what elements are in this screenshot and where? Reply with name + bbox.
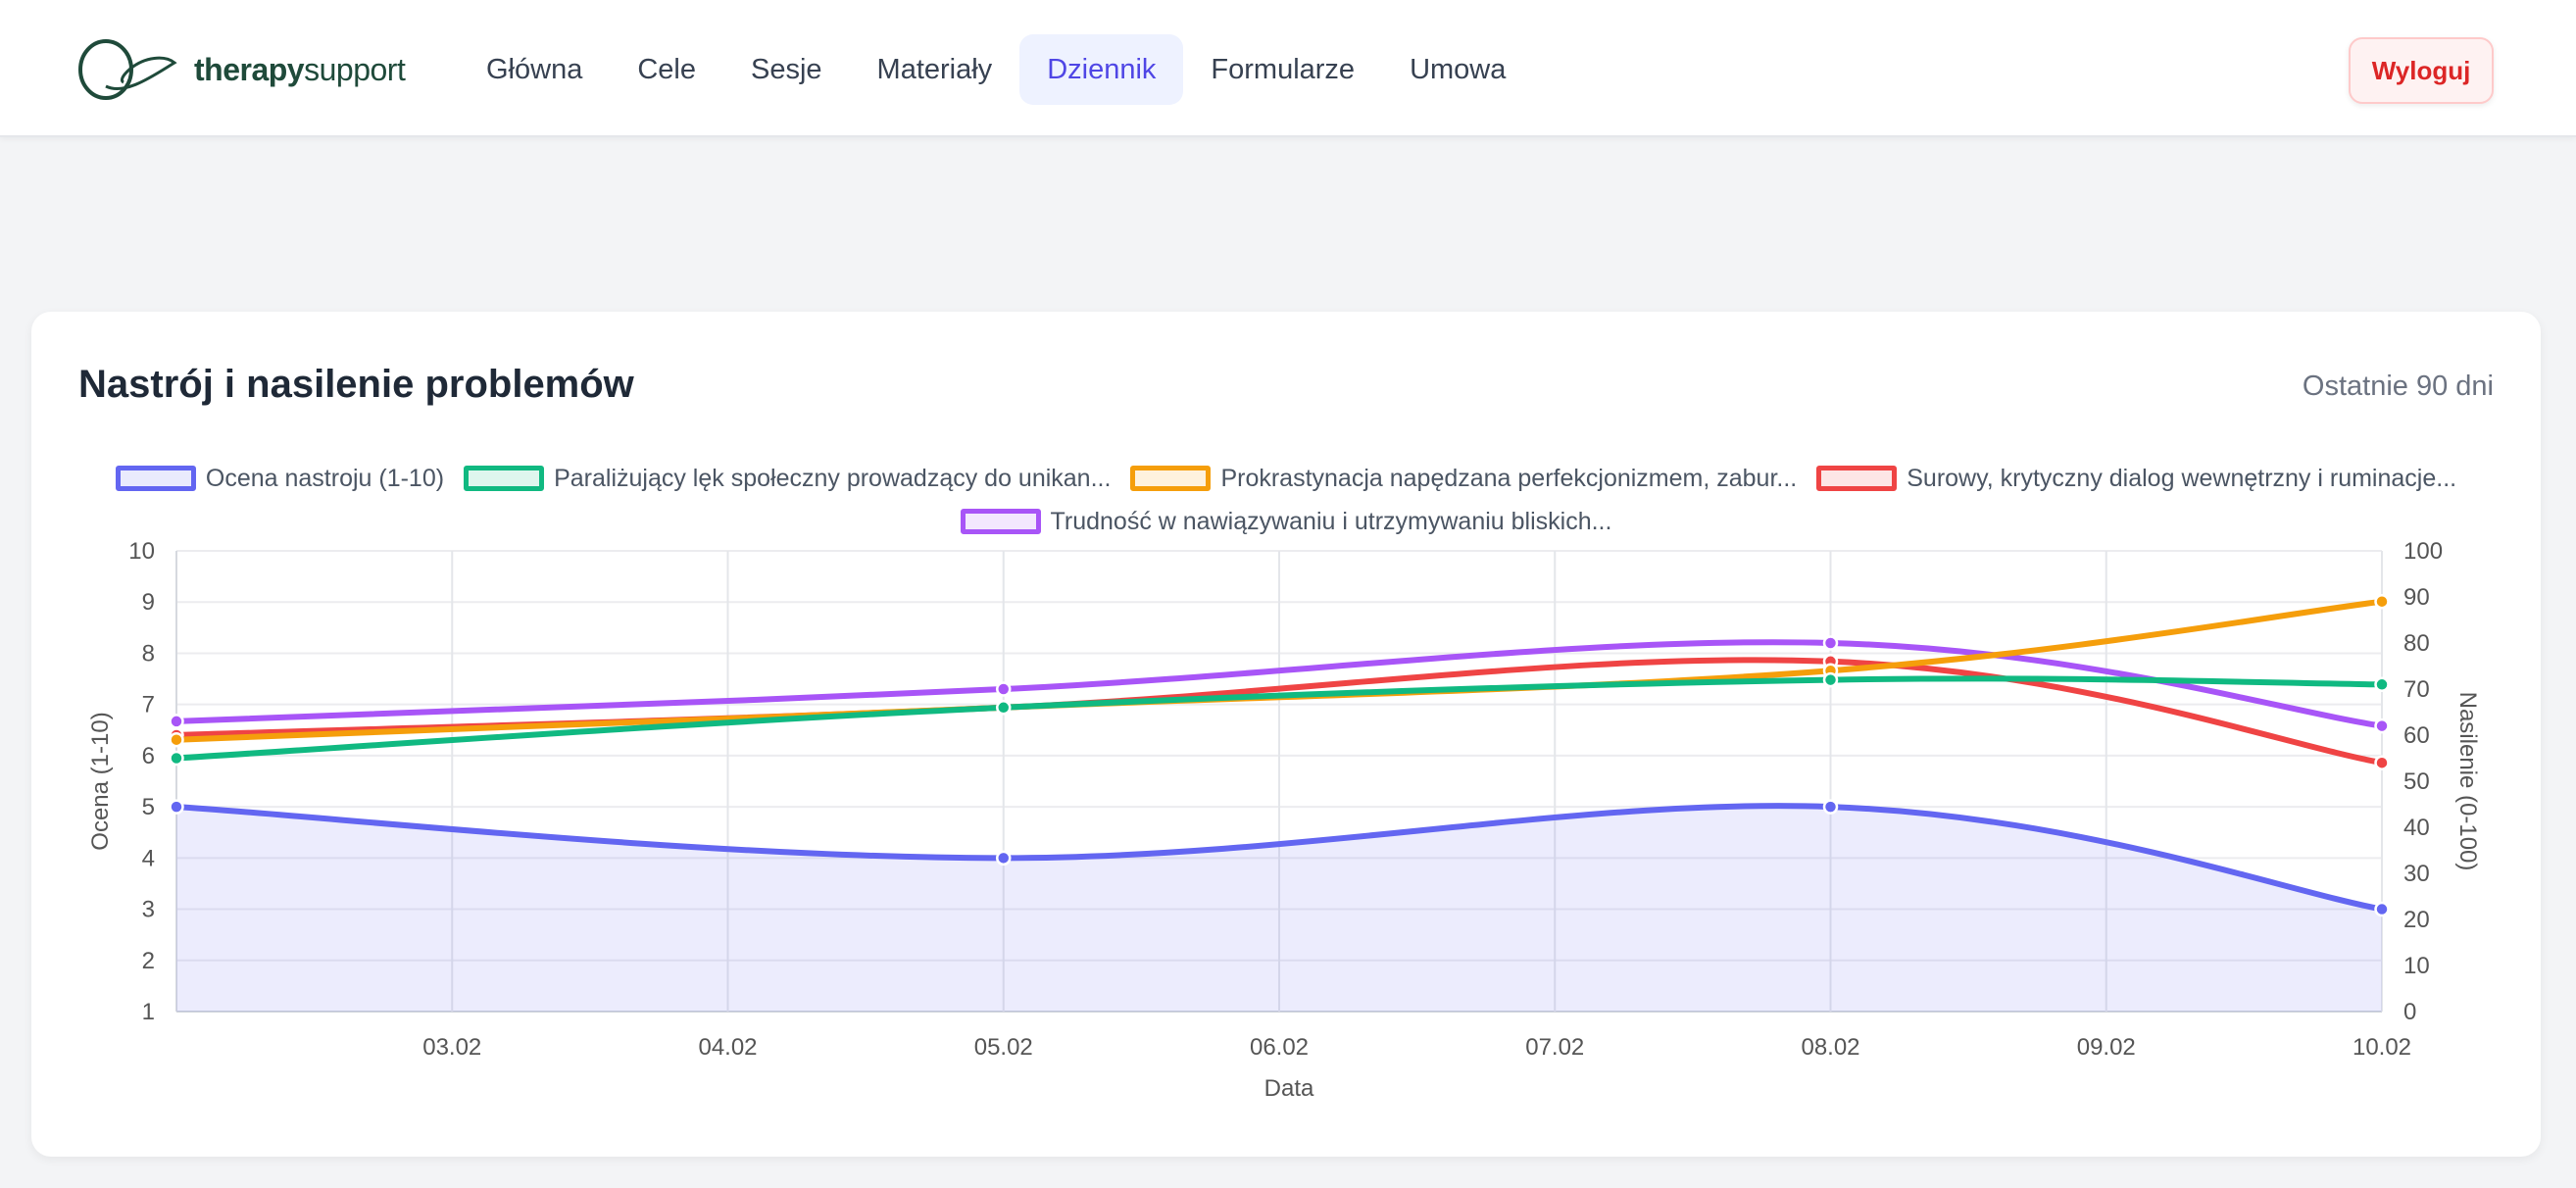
top-navbar: therapysupport Główna Cele Sesje Materiały D… [0,0,2576,137]
y-left-tick-label: 10 [128,538,155,565]
data-point [169,799,184,815]
main-nav: Główna Cele Sesje Materiały Dziennik Formular… [459,34,1533,105]
x-tick-label: 04.02 [698,1034,757,1061]
legend-label: Ocena nastroju (1-10) [205,465,445,492]
x-tick-label: 08.02 [1801,1034,1859,1061]
y-right-tick-label: 40 [2403,815,2430,841]
nav-item-5[interactable]: Formularze [1211,53,1356,85]
data-point [2374,676,2390,693]
legend-item[interactable]: Prokrastynacja napędzana perfekcjonizmem… [1130,457,1797,500]
x-tick-label: 10.02 [2353,1034,2411,1061]
legend-item[interactable]: Paraliżujący lęk społeczny prowadzący do… [464,457,1111,500]
data-point [1822,635,1839,651]
legend-item[interactable]: Ocena nastroju (1-10) [115,457,445,500]
y-left-tick-label: 6 [142,743,155,769]
data-point [2374,593,2390,610]
mood-chart-card: Nastrój i nasilenie problemów Ostatnie 9… [31,312,2541,1157]
data-point [996,850,1012,866]
series-line [175,803,2383,913]
legend-item[interactable]: Surowy, krytyczny dialog wewnętrzny i ru… [1816,457,2456,500]
data-point [996,681,1012,697]
legend-swatch [1130,466,1212,491]
nav-item-3[interactable]: Materiały [876,53,993,85]
series-line [175,675,2383,762]
legend-row: Trudność w nawiązywaniu i utrzymywaniu b… [31,500,2541,543]
data-point [2374,718,2390,734]
legend-swatch [960,509,1041,534]
y-right-tick-label: 70 [2403,676,2430,703]
x-tick-label: 07.02 [1525,1034,1584,1061]
data-point [169,714,184,729]
data-point [1822,671,1839,688]
legend-row: Ocena nastroju (1-10) Paraliżujący lęk sp… [31,457,2541,500]
x-tick-label: 05.02 [974,1034,1033,1061]
series-line [175,639,2383,729]
x-tick-label: 09.02 [2077,1034,2136,1061]
y-right-axis-title: Nasilenie (0-100) [2454,692,2481,871]
legend-label: Paraliżujący lęk społeczny prowadzący do… [554,465,1112,492]
y-left-tick-label: 3 [142,897,155,923]
data-point [1822,799,1839,815]
y-right-tick-label: 90 [2403,584,2430,611]
data-point [2374,901,2390,917]
x-axis-title: Data [1264,1075,1314,1102]
y-left-tick-label: 4 [142,845,155,871]
y-right-tick-label: 10 [2403,953,2430,979]
data-point [169,750,184,767]
data-point [2374,755,2390,770]
y-left-tick-label: 7 [142,692,155,718]
y-right-tick-label: 50 [2403,768,2430,795]
nav-item-6[interactable]: Umowa [1410,53,1507,85]
brand-logo[interactable]: therapysupport [76,35,406,104]
legend-label: Trudność w nawiązywaniu i utrzymywaniu b… [1050,508,1612,535]
logo-mark-icon [78,39,177,100]
x-tick-label: 03.02 [422,1034,481,1061]
legend-swatch [1816,466,1898,491]
y-left-tick-label: 1 [142,999,155,1025]
date-range-label: Ostatnie 90 dni [2302,371,2494,402]
y-left-tick-label: 8 [142,640,155,667]
nav-item-1[interactable]: Cele [637,53,696,85]
y-right-tick-label: 20 [2403,907,2430,933]
y-left-tick-label: 2 [142,948,155,974]
y-left-tick-label: 9 [142,589,155,616]
data-point [996,700,1012,716]
legend-label: Surowy, krytyczny dialog wewnętrzny i ru… [1907,465,2457,492]
nav-item-4[interactable]: Dziennik [1019,34,1184,105]
y-left-axis-title: Ocena (1-10) [87,712,114,850]
card-title: Nastrój i nasilenie problemów [78,363,634,406]
brand-name: therapysupport [194,51,406,87]
legend-label: Prokrastynacja napędzana perfekcjonizmem… [1220,465,1798,492]
y-right-tick-label: 80 [2403,630,2430,657]
x-tick-label: 06.02 [1250,1034,1309,1061]
data-point [169,731,184,748]
y-right-tick-label: 30 [2403,861,2430,887]
legend-swatch [464,466,545,491]
y-right-tick-label: 0 [2403,999,2416,1025]
series-area [176,806,2382,1012]
logout-button[interactable]: Wyloguj [2349,37,2494,104]
legend-item[interactable]: Trudność w nawiązywaniu i utrzymywaniu b… [960,500,1612,543]
nav-item-2[interactable]: Sesje [750,53,822,85]
legend-swatch [115,466,196,491]
y-right-tick-label: 100 [2403,538,2443,565]
y-right-tick-label: 60 [2403,722,2430,749]
chart-legend: Ocena nastroju (1-10) Paraliżujący lęk sp… [31,457,2541,543]
nav-item-0[interactable]: Główna [486,53,583,85]
y-left-tick-label: 5 [142,794,155,820]
